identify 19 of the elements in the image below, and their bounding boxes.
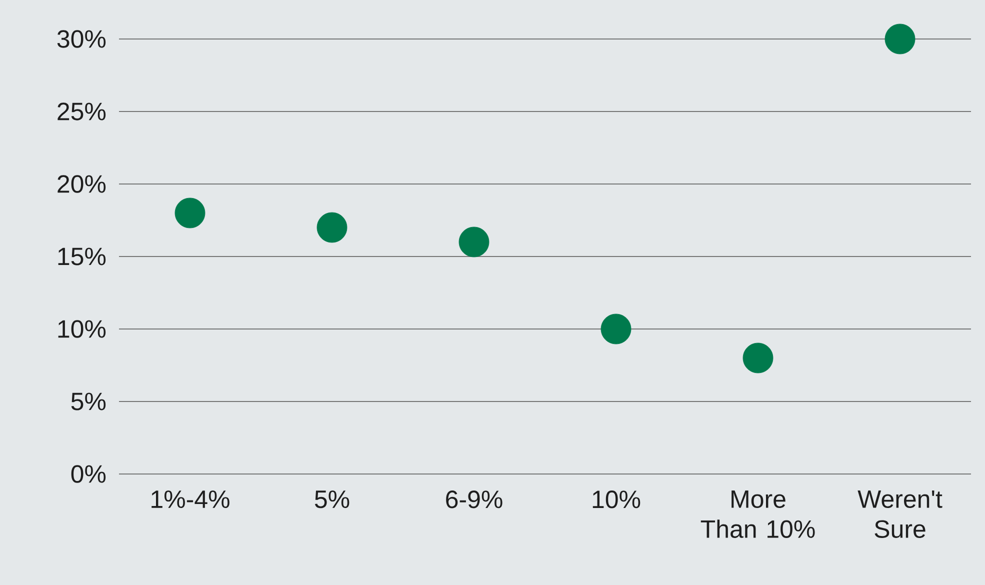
x-tick-label: More Than 10% — [700, 490, 815, 538]
y-tick-label: 5% — [71, 392, 106, 410]
point — [742, 342, 774, 374]
point — [458, 226, 490, 258]
x-tick-label: 1%-4% — [152, 490, 230, 508]
point — [174, 198, 206, 228]
y-tick-label: 15% — [58, 248, 106, 266]
point — [316, 212, 348, 243]
y-tick-label: 20% — [58, 175, 106, 193]
y-tick-label: 30% — [57, 30, 106, 48]
x-tick-label: 10% — [592, 490, 640, 508]
point — [884, 24, 916, 54]
x-tick-label: Weren't Sure — [858, 490, 942, 538]
y-tick-label: 0% — [71, 465, 106, 483]
point — [600, 314, 632, 344]
x-tick-label: 6-9% — [446, 490, 502, 508]
y-tick-label: 10% — [58, 320, 106, 338]
y-tick-label: 25% — [58, 102, 106, 120]
x-tick-label: 5% — [314, 490, 350, 508]
